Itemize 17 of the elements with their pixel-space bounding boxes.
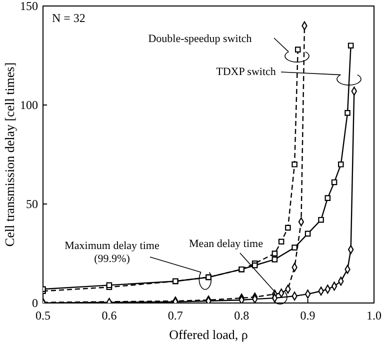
x-tick-label: 0.5 — [36, 308, 50, 323]
y-axis-title: Cell transmission delay [cell times] — [2, 62, 17, 247]
x-tick-label: 1.0 — [366, 308, 382, 323]
annotation: N = 32 — [52, 11, 86, 25]
annotation: Mean delay time — [189, 238, 264, 250]
x-tick-label: 0.9 — [300, 308, 316, 323]
y-tick-label: 50 — [26, 196, 38, 211]
x-tick-label: 0.8 — [234, 308, 250, 323]
x-tick-label: 0.7 — [168, 308, 183, 323]
y-tick-label: 0 — [32, 296, 38, 310]
annotation: Double-speedup switch — [148, 33, 252, 45]
x-tick-label: 0.6 — [102, 308, 117, 323]
annotation: TDXP switch — [216, 66, 276, 78]
y-tick-label: 150 — [20, 0, 38, 13]
y-tick-label: 100 — [20, 98, 38, 112]
x-axis-title: Offered load, ρ — [169, 327, 248, 342]
annotation: Maximum delay time (99.9%) — [64, 240, 160, 265]
